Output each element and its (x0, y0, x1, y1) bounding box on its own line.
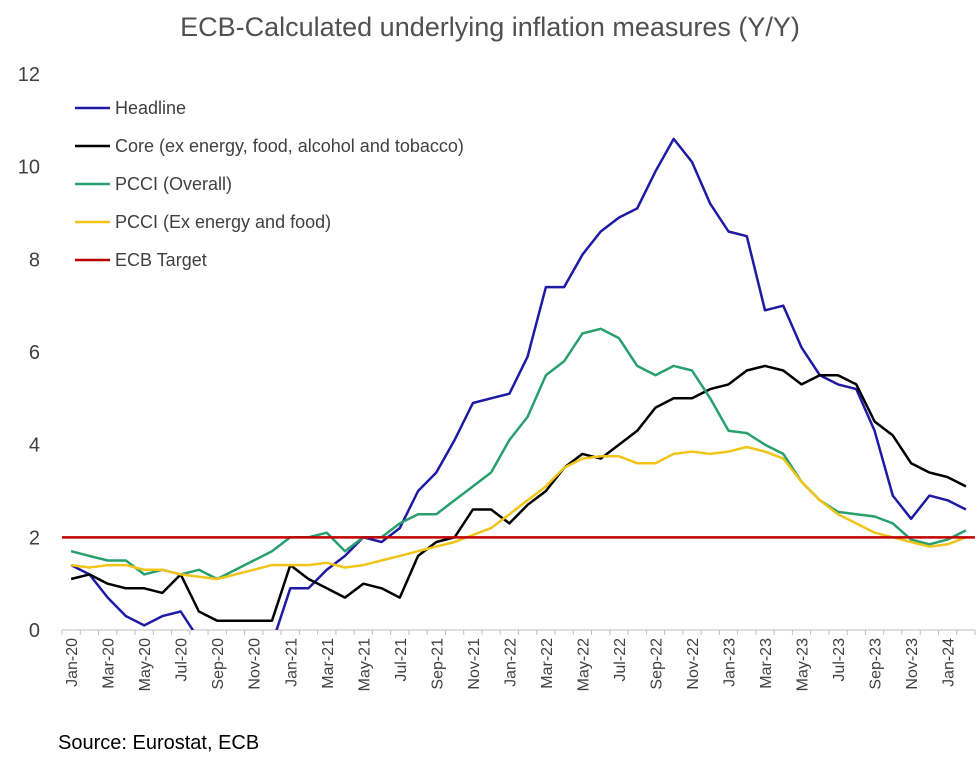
x-tick-label: Jan-23 (721, 638, 738, 687)
x-tick-label: May-21 (356, 638, 373, 691)
y-tick-label: 0 (29, 620, 40, 642)
legend-label: PCCI (Ex energy and food) (115, 212, 331, 232)
y-tick-label: 4 (29, 435, 40, 457)
x-tick-label: Sep-21 (429, 638, 446, 690)
x-tick-label: Jul-23 (831, 638, 848, 682)
x-tick-label: Jan-22 (502, 638, 519, 687)
legend-label: ECB Target (115, 250, 207, 270)
series-line-core-ex-energy-food-alcohol-and-tobacco (70, 364, 967, 622)
x-tick-label: Mar-23 (758, 638, 775, 689)
y-tick-label: 8 (29, 249, 40, 271)
x-tick-label: Sep-22 (648, 638, 665, 690)
series-line-headline (70, 137, 967, 630)
x-tick-label: Nov-20 (247, 638, 264, 690)
x-tick-label: Sep-23 (868, 638, 885, 690)
x-tick-label: Mar-22 (539, 638, 556, 689)
x-tick-label: Nov-22 (685, 638, 702, 690)
x-tick-label: Jan-20 (64, 638, 81, 687)
x-tick-label: May-20 (137, 638, 154, 691)
x-tick-label: Nov-23 (904, 638, 921, 690)
y-tick-label: 6 (29, 342, 40, 364)
chart-title: ECB-Calculated underlying inflation meas… (180, 12, 800, 42)
series-line-pcci-overall (70, 327, 967, 581)
y-tick-label: 10 (18, 157, 40, 179)
legend-label: Headline (115, 98, 186, 118)
x-tick-label: Sep-20 (210, 638, 227, 690)
x-tick-label: May-23 (795, 638, 812, 691)
y-tick-label: 2 (29, 527, 40, 549)
x-tick-label: Jan-21 (283, 638, 300, 687)
source-note: Source: Eurostat, ECB (58, 732, 260, 754)
x-tick-label: May-22 (575, 638, 592, 691)
series-line-pcci-ex-energy-and-food (70, 445, 967, 581)
x-tick-label: Mar-21 (320, 638, 337, 689)
x-tick-label: Jul-21 (393, 638, 410, 682)
legend-label: PCCI (Overall) (115, 174, 232, 194)
y-tick-label: 12 (18, 64, 40, 86)
x-tick-label: Jul-22 (612, 638, 629, 682)
x-tick-label: Nov-21 (466, 638, 483, 690)
legend-label: Core (ex energy, food, alcohol and tobac… (115, 136, 464, 156)
x-tick-label: Jul-20 (174, 638, 191, 682)
x-tick-label: Jan-24 (941, 638, 958, 687)
x-tick-label: Mar-20 (101, 638, 118, 689)
